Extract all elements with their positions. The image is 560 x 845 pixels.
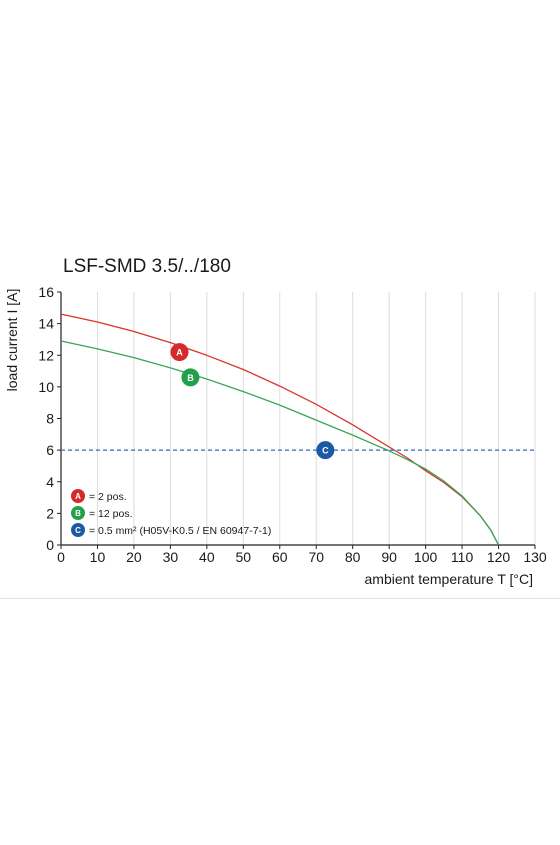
x-tick-label: 30 — [163, 549, 179, 565]
marker-a: A — [170, 343, 189, 362]
marker-letter: B — [187, 373, 194, 383]
marker-circle — [170, 343, 189, 362]
x-tick-label: 60 — [272, 549, 288, 565]
x-tick-label: 50 — [236, 549, 252, 565]
y-tick-label: 16 — [38, 284, 54, 300]
y-tick-label: 0 — [46, 537, 54, 553]
marker-letter: A — [176, 348, 183, 358]
legend-badge — [71, 489, 85, 503]
x-tick-label: 80 — [345, 549, 361, 565]
y-tick-label: 12 — [38, 347, 54, 363]
legend-entry-b: B = 12 pos. — [71, 506, 133, 520]
legend-badge-letter: C — [75, 526, 81, 535]
series-markers: A B C — [170, 343, 335, 460]
x-tick-label: 90 — [381, 549, 397, 565]
legend: A = 2 pos. B = 12 pos. C = 0.5 mm² (H05V-K0.5… — [71, 489, 271, 537]
x-tick-label: 70 — [308, 549, 324, 565]
y-tick-label: 8 — [46, 411, 54, 427]
x-tick-label: 10 — [90, 549, 106, 565]
x-tick-label: 40 — [199, 549, 215, 565]
legend-label: = 0.5 mm² (H05V-K0.5 / EN 60947-7-1) — [89, 525, 271, 537]
y-tick-label: 10 — [38, 379, 54, 395]
marker-circle — [181, 368, 200, 387]
y-tick-label: 2 — [46, 505, 54, 521]
chart-title: LSF-SMD 3.5/../180 — [63, 256, 231, 277]
x-tick-label: 20 — [126, 549, 142, 565]
y-axis-label: load current I [A] — [4, 289, 20, 392]
legend-entry-c: C = 0.5 mm² (H05V-K0.5 / EN 60947-7-1) — [71, 523, 271, 537]
x-tick-label: 120 — [487, 549, 511, 565]
legend-label: = 2 pos. — [89, 491, 127, 503]
marker-c: C — [316, 441, 335, 460]
marker-letter: C — [322, 446, 329, 456]
series-line-b — [60, 340, 500, 546]
grid-lines — [96, 292, 536, 545]
marker-circle — [316, 441, 335, 460]
legend-badge — [71, 506, 85, 520]
legend-badge-letter: A — [75, 492, 81, 501]
marker-b: B — [181, 368, 200, 387]
series-lines — [60, 313, 535, 546]
x-tick-label: 100 — [414, 549, 438, 565]
legend-entry-a: A = 2 pos. — [71, 489, 127, 503]
tick-labels: 0 10 20 30 40 50 60 70 80 90 100 110 120 130 0 2 4 6 8 10 12… — [38, 284, 546, 565]
divider — [0, 598, 560, 599]
y-tick-label: 4 — [46, 474, 54, 490]
x-tick-label: 0 — [57, 549, 65, 565]
y-tick-label: 6 — [46, 442, 54, 458]
y-tick-label: 14 — [38, 316, 54, 332]
legend-badge — [71, 523, 85, 537]
legend-badge-letter: B — [75, 509, 81, 518]
x-tick-label: 110 — [451, 549, 474, 565]
legend-label: = 12 pos. — [89, 508, 133, 520]
x-axis-label: ambient temperature T [°C] — [365, 571, 534, 587]
x-tick-label: 130 — [523, 549, 547, 565]
